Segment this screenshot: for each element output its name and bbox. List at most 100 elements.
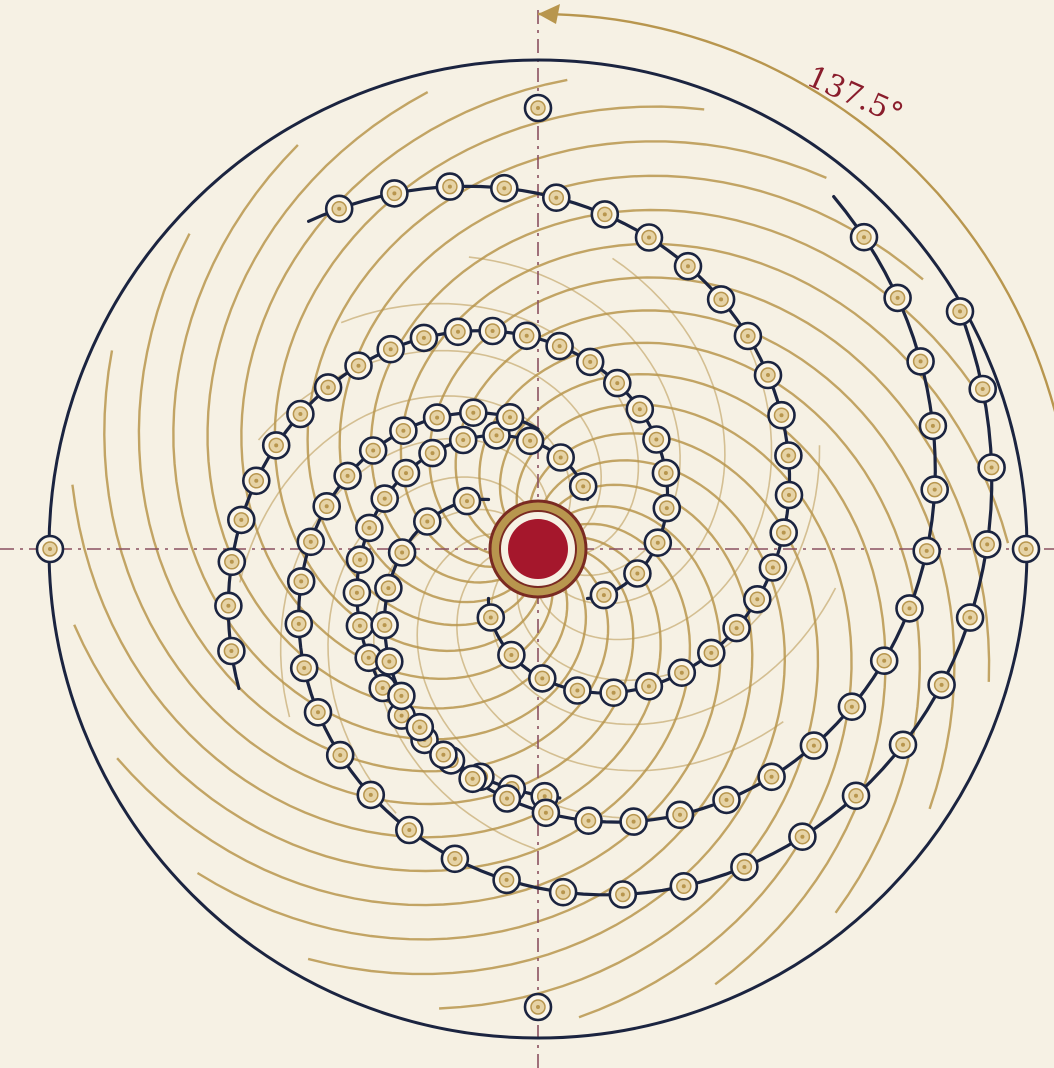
seed-dot-icon bbox=[303, 697, 333, 727]
gold-spiral-arc bbox=[137, 233, 610, 773]
seed-dot-icon bbox=[374, 647, 404, 676]
seed-dot-icon bbox=[548, 877, 578, 907]
seed-dot-icon bbox=[443, 317, 473, 347]
seed-dot-icon bbox=[422, 403, 452, 432]
seed-dot-icon bbox=[673, 251, 703, 281]
seed-dot-icon bbox=[767, 400, 796, 430]
seed-dot-icon bbox=[634, 671, 664, 701]
seed-dot-icon bbox=[284, 609, 314, 639]
seed-dot-icon bbox=[665, 800, 695, 830]
seed-dot-icon bbox=[918, 411, 948, 441]
seed-dot-icon bbox=[476, 603, 506, 632]
seed-dot-icon bbox=[325, 740, 355, 770]
seed-dot-icon bbox=[458, 398, 488, 428]
gold-spiral-arc bbox=[369, 208, 987, 584]
gold-spiral-arc bbox=[103, 350, 635, 806]
seed-dot-icon bbox=[324, 194, 354, 224]
seed-dot-icon bbox=[906, 347, 935, 376]
gold-spiral-arc bbox=[239, 395, 572, 583]
seed-dot-icon bbox=[217, 636, 246, 666]
seed-dot-icon bbox=[651, 458, 681, 488]
seed-dot-icon bbox=[568, 472, 598, 501]
seed-dot-icon bbox=[722, 613, 751, 643]
angle-arc bbox=[537, 12, 1054, 413]
seed-dot-icon bbox=[376, 334, 406, 364]
seed-dot-icon bbox=[512, 321, 542, 351]
seed-dot-icon bbox=[497, 640, 526, 670]
seed-dot-icon bbox=[448, 425, 478, 455]
seed-dot-icon bbox=[955, 603, 985, 632]
seed-dot-icon bbox=[642, 425, 671, 454]
seed-dot-icon bbox=[758, 553, 788, 582]
seed-dot-icon bbox=[589, 580, 619, 610]
seed-dot-icon bbox=[599, 678, 628, 708]
gold-spiral-arc bbox=[439, 432, 820, 1010]
gold-spiral-arc bbox=[428, 276, 991, 682]
seed-dot-icon bbox=[920, 475, 950, 504]
seed-dot-icon bbox=[374, 573, 403, 603]
seed-dot-icon bbox=[394, 815, 424, 845]
seed-dot-icon bbox=[927, 670, 956, 700]
seed-dot-icon bbox=[356, 780, 386, 810]
seed-dot-icon bbox=[912, 536, 942, 566]
seed-dot-icon bbox=[405, 712, 435, 742]
seed-dot-icon bbox=[625, 394, 655, 424]
seed-dot-icon bbox=[391, 458, 421, 488]
seed-dot-icon bbox=[742, 584, 772, 614]
seed-dot-icon bbox=[452, 486, 482, 516]
arrow-head-icon bbox=[538, 4, 560, 24]
seed-dot-icon bbox=[345, 611, 375, 641]
seed-dot-icon bbox=[345, 545, 375, 575]
seed-dot-icon bbox=[418, 438, 447, 468]
seed-dot-icon bbox=[602, 368, 632, 398]
seed-dot-icon bbox=[883, 283, 912, 313]
seed-dot-icon bbox=[774, 480, 804, 510]
seed-dot-icon bbox=[214, 591, 243, 621]
gold-spiral-arc bbox=[273, 105, 705, 653]
seed-dot-icon bbox=[458, 764, 487, 794]
seed-dot-icon bbox=[712, 785, 741, 815]
seed-dot-icon bbox=[523, 93, 553, 123]
seed-dot-icon bbox=[515, 426, 545, 456]
seed-dot-icon bbox=[354, 513, 384, 543]
seed-dot-icon bbox=[389, 416, 418, 446]
seed-dot-icon bbox=[972, 530, 1002, 559]
seed-dot-icon bbox=[409, 323, 439, 353]
seed-dot-icon bbox=[217, 547, 247, 577]
seed-dot-icon bbox=[370, 484, 400, 513]
seed-dot-icon bbox=[440, 844, 470, 874]
seed-dot-icon bbox=[769, 518, 799, 547]
seed-dot-icon bbox=[563, 676, 592, 705]
seed-dot-icon bbox=[342, 578, 372, 608]
seed-dot-icon bbox=[733, 321, 763, 351]
seed-dot-icon bbox=[888, 730, 918, 760]
gold-spiral-arc bbox=[116, 504, 722, 907]
gold-spiral-arc bbox=[535, 325, 773, 641]
gold-spiral-arc bbox=[515, 403, 853, 1019]
seed-dot-icon bbox=[358, 436, 388, 465]
seed-dot-icon bbox=[354, 643, 384, 673]
seed-dot-icon bbox=[634, 223, 664, 252]
seed-dot-icon bbox=[849, 222, 879, 252]
seed-dot-icon bbox=[380, 179, 409, 208]
gold-spiral-arc bbox=[340, 302, 640, 557]
seed-dot-icon bbox=[977, 453, 1006, 482]
seed-dot-icon bbox=[286, 567, 316, 596]
seed-dot-icon bbox=[523, 992, 553, 1022]
seed-dot-icon bbox=[478, 316, 507, 346]
seed-dot-icon bbox=[757, 762, 786, 792]
seed-dot-icon bbox=[575, 347, 605, 377]
seed-dot-icon bbox=[286, 399, 315, 429]
center-bud-icon bbox=[488, 499, 588, 599]
seed-dot-icon bbox=[837, 692, 867, 722]
gold-spiral-arc bbox=[307, 459, 787, 976]
seed-dot-icon bbox=[344, 351, 373, 381]
seed-dot-icon bbox=[35, 534, 65, 564]
navy-spiral-arm bbox=[226, 329, 670, 691]
seed-dot-icon bbox=[227, 505, 256, 535]
seed-dot-icon bbox=[753, 360, 783, 390]
seed-dot-icon bbox=[619, 807, 648, 836]
seed-dot-icon bbox=[696, 638, 726, 668]
seed-dot-icon bbox=[590, 200, 620, 229]
